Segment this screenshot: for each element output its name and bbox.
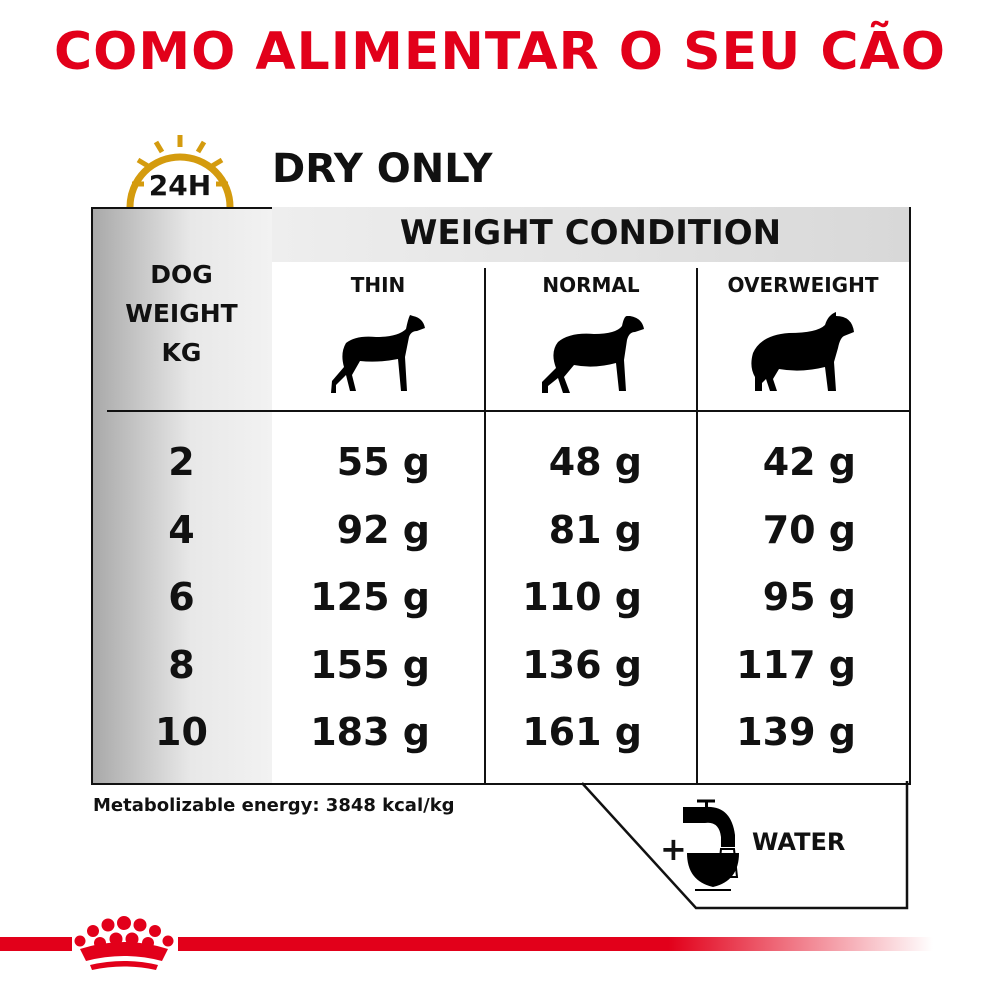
dog-weight-header: DOG WEIGHT KG <box>91 255 272 372</box>
column-divider <box>696 268 698 783</box>
header-line: KG <box>161 338 202 367</box>
row-dog-weight: 4 <box>168 507 195 552</box>
column-normal: NORMAL <box>542 273 640 297</box>
weight-condition-header-band <box>272 207 909 262</box>
table-cell-thin: 125 g <box>310 575 430 619</box>
table-cell-thin: 155 g <box>310 642 430 687</box>
brand-line-right <box>178 937 933 951</box>
table-cell-overweight: 42 g <box>762 440 856 484</box>
royal-canin-crown-logo <box>74 916 174 970</box>
row-dog-weight: 8 <box>168 642 195 687</box>
svg-text:24H: 24H <box>149 169 211 202</box>
table-cell-normal: 48 g <box>548 440 642 484</box>
plus-sign: + <box>660 830 687 868</box>
header-line: DOG <box>150 260 213 289</box>
weight-condition-header: WEIGHT CONDITION <box>399 213 782 253</box>
page-title: COMO ALIMENTAR O SEU CÃO <box>54 22 946 82</box>
column-overweight: OVERWEIGHT <box>727 273 879 297</box>
tap-bowl-icon <box>683 799 739 891</box>
table-cell-overweight: 117 g <box>736 642 856 687</box>
row-dog-weight: 2 <box>168 440 195 484</box>
table-cell-normal: 110 g <box>522 575 642 619</box>
row-dog-weight: 6 <box>168 575 195 619</box>
column-thin: THIN <box>350 273 406 297</box>
column-divider <box>484 268 486 783</box>
feeding-type-heading: DRY ONLY <box>272 146 493 192</box>
table-cell-normal: 161 g <box>522 710 642 754</box>
thin-dog-icon <box>331 315 425 393</box>
header-line: WEIGHT <box>125 299 238 328</box>
table-cell-overweight: 70 g <box>762 507 856 552</box>
table-cell-normal: 81 g <box>548 507 642 552</box>
water-label: WATER <box>752 828 846 856</box>
energy-note: Metabolizable energy: 3848 kcal/kg <box>93 795 455 816</box>
table-cell-thin: 92 g <box>336 507 430 552</box>
table-cell-thin: 55 g <box>336 440 430 484</box>
table-cell-overweight: 95 g <box>762 575 856 619</box>
brand-line-left <box>0 937 72 951</box>
header-divider <box>107 410 909 412</box>
table-cell-thin: 183 g <box>310 710 430 754</box>
row-dog-weight: 10 <box>155 710 208 754</box>
table-cell-normal: 136 g <box>522 642 642 687</box>
overweight-dog-icon <box>751 312 854 391</box>
24h-clock-icon: 24H <box>126 135 234 208</box>
normal-dog-icon <box>542 316 644 393</box>
water-box <box>581 781 909 910</box>
table-cell-overweight: 139 g <box>736 710 856 754</box>
